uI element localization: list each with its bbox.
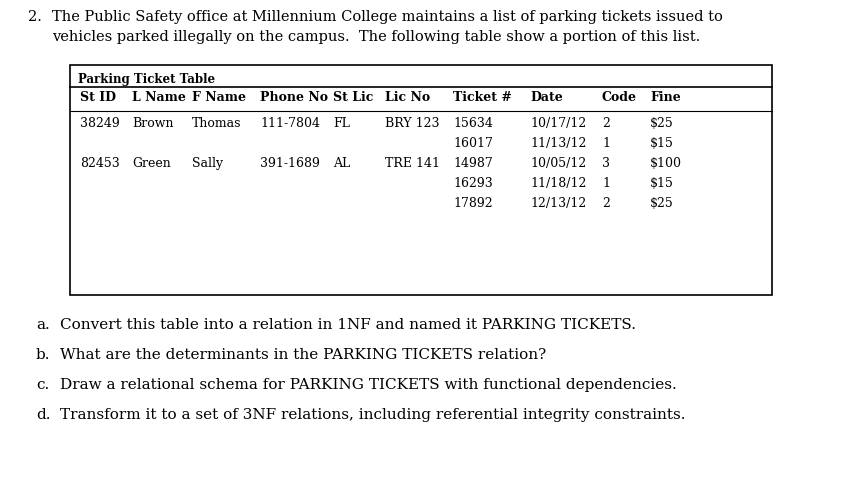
Text: 38249: 38249 xyxy=(80,117,120,130)
Text: d.: d. xyxy=(36,408,51,422)
Text: 11/13/12: 11/13/12 xyxy=(530,137,586,150)
Text: Thomas: Thomas xyxy=(192,117,242,130)
Text: 111-7804: 111-7804 xyxy=(260,117,320,130)
Text: F Name: F Name xyxy=(192,91,246,104)
Text: 2: 2 xyxy=(602,197,610,210)
Text: 15634: 15634 xyxy=(453,117,493,130)
Text: 10/17/12: 10/17/12 xyxy=(530,117,586,130)
Text: b.: b. xyxy=(36,348,51,362)
Text: Code: Code xyxy=(602,91,637,104)
Text: Brown: Brown xyxy=(132,117,173,130)
Text: 3: 3 xyxy=(602,157,610,170)
Text: 82453: 82453 xyxy=(80,157,120,170)
Text: Convert this table into a relation in 1NF and named it PARKING TICKETS.: Convert this table into a relation in 1N… xyxy=(60,318,636,332)
Text: 14987: 14987 xyxy=(453,157,493,170)
Text: 17892: 17892 xyxy=(453,197,493,210)
Text: 16017: 16017 xyxy=(453,137,493,150)
Text: Fine: Fine xyxy=(650,91,680,104)
Text: Lic No: Lic No xyxy=(385,91,430,104)
Text: St Lic: St Lic xyxy=(333,91,373,104)
Text: $15: $15 xyxy=(650,177,674,190)
Text: BRY 123: BRY 123 xyxy=(385,117,440,130)
Text: FL: FL xyxy=(333,117,350,130)
Text: The Public Safety office at Millennium College maintains a list of parking ticke: The Public Safety office at Millennium C… xyxy=(52,10,723,24)
Text: 10/05/12: 10/05/12 xyxy=(530,157,586,170)
Text: What are the determinants in the PARKING TICKETS relation?: What are the determinants in the PARKING… xyxy=(60,348,546,362)
Text: St ID: St ID xyxy=(80,91,116,104)
Text: 2.: 2. xyxy=(28,10,42,24)
Text: $25: $25 xyxy=(650,197,674,210)
Text: 391-1689: 391-1689 xyxy=(260,157,320,170)
Text: Green: Green xyxy=(132,157,171,170)
Text: 12/13/12: 12/13/12 xyxy=(530,197,586,210)
Text: 2: 2 xyxy=(602,117,610,130)
Text: $15: $15 xyxy=(650,137,674,150)
Text: Ticket #: Ticket # xyxy=(453,91,512,104)
Text: Draw a relational schema for PARKING TICKETS with functional dependencies.: Draw a relational schema for PARKING TIC… xyxy=(60,378,677,392)
Text: AL: AL xyxy=(333,157,350,170)
Text: Transform it to a set of 3NF relations, including referential integrity constrai: Transform it to a set of 3NF relations, … xyxy=(60,408,685,422)
Text: 16293: 16293 xyxy=(453,177,493,190)
Text: Phone No: Phone No xyxy=(260,91,328,104)
Text: vehicles parked illegally on the campus.  The following table show a portion of : vehicles parked illegally on the campus.… xyxy=(52,30,701,44)
Text: TRE 141: TRE 141 xyxy=(385,157,440,170)
Text: a.: a. xyxy=(36,318,50,332)
Text: Sally: Sally xyxy=(192,157,223,170)
Text: 1: 1 xyxy=(602,137,610,150)
Bar xyxy=(70,65,772,295)
Text: $100: $100 xyxy=(650,157,682,170)
Text: $25: $25 xyxy=(650,117,674,130)
Text: c.: c. xyxy=(36,378,49,392)
Text: 1: 1 xyxy=(602,177,610,190)
Text: Parking Ticket Table: Parking Ticket Table xyxy=(78,73,215,86)
Text: Date: Date xyxy=(530,91,562,104)
Text: 11/18/12: 11/18/12 xyxy=(530,177,586,190)
Text: L Name: L Name xyxy=(132,91,186,104)
